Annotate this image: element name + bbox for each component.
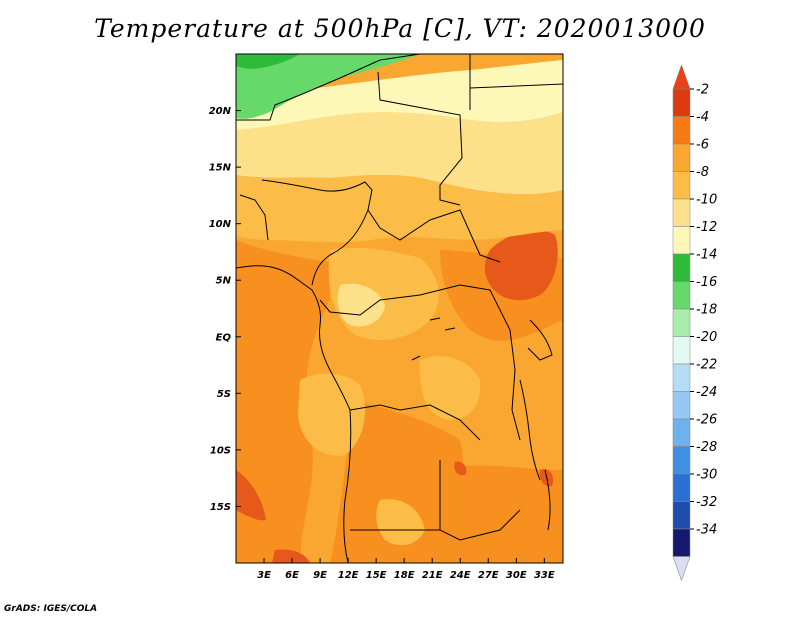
x-tick-label: 24E: [450, 570, 471, 581]
y-axis: 20N 15N 10N 5N EQ 5S 10S 15S: [209, 106, 241, 513]
colorbar-swatch: [672, 528, 691, 557]
field-hot-east: [484, 230, 558, 301]
colorbar-label: -14: [696, 248, 717, 263]
colorbar-label: -30: [696, 468, 717, 483]
colorbar-label: -26: [696, 413, 717, 428]
colorbar-label: -10: [696, 193, 717, 208]
x-tick-label: 33E: [534, 570, 555, 581]
temperature-field: [236, 54, 563, 563]
field-hot-small-1: [454, 461, 467, 476]
benin-togo-border: [239, 194, 269, 241]
x-tick-label: 27E: [478, 570, 499, 581]
colorbar-swatch: [672, 501, 691, 530]
y-tick-label: 10N: [209, 219, 232, 230]
colorbar-swatch: [672, 308, 691, 337]
west-coastline: [236, 265, 351, 411]
colorbar-swatch: [672, 198, 691, 227]
field-band-minus6: [236, 174, 563, 243]
congo-car-border: [319, 284, 491, 316]
colorbar-swatch: [672, 336, 691, 365]
y-tick-label: 20N: [209, 106, 232, 117]
colorbar-label: -2: [696, 83, 709, 98]
map-title: Temperature at 500hPa [C], VT: 202001300…: [94, 14, 706, 43]
colorbar-label: -20: [696, 330, 717, 345]
drc-east-border: [489, 289, 521, 441]
colorbar-swatch: [672, 473, 691, 502]
field-hot-southwest: [236, 470, 266, 521]
field-southeast-warm: [440, 465, 563, 563]
colorbar-swatch: [672, 446, 691, 475]
y-tick-label: EQ: [216, 332, 232, 343]
lake-tanganyika: [519, 379, 541, 481]
niger-nigeria-border: [261, 179, 373, 211]
x-tick-label: 15E: [366, 570, 387, 581]
x-tick-label: 6E: [285, 570, 299, 581]
field-minus14: [236, 54, 300, 69]
field-south-minus6: [376, 499, 425, 546]
field-center-minus8: [337, 283, 385, 327]
colorbar-swatch: [672, 226, 691, 255]
colorbar-swatch: [672, 253, 691, 282]
colorbar-label: -8: [696, 165, 709, 180]
map-frame: [235, 53, 564, 564]
y-tick-label: 5N: [216, 276, 232, 287]
colorbar-swatch: [672, 116, 691, 145]
field-southwest-minus6: [298, 373, 365, 456]
north-border-1: [236, 54, 421, 121]
colorbar-swatch: [672, 171, 691, 200]
y-tick-label: 5S: [217, 389, 231, 400]
lake-malawi: [544, 469, 551, 531]
drc-angola-border: [349, 404, 481, 441]
country-boundaries: [236, 54, 563, 563]
field-mid-minus6: [419, 356, 481, 420]
y-tick-label: 15S: [210, 502, 231, 513]
nigeria-cameroon-border: [311, 209, 369, 286]
river-marks: [411, 317, 456, 361]
colorbar-swatch: [672, 418, 691, 447]
colorbar-swatch: [672, 391, 691, 420]
colorbar-label: -18: [696, 303, 717, 318]
grads-credit: GrADS: IGES/COLA: [4, 604, 98, 614]
colorbar-label: -22: [696, 358, 717, 373]
x-tick-label: 12E: [338, 570, 359, 581]
colorbar-label: -4: [696, 110, 709, 125]
x-tick-label: 18E: [394, 570, 415, 581]
field-west-warm: [236, 240, 330, 563]
colorbar-top-arrow: [672, 64, 691, 90]
car-chad-border: [367, 209, 501, 263]
lake-victoria: [527, 319, 553, 361]
colorbar-swatch: [672, 88, 691, 117]
x-tick-label: 3E: [257, 570, 271, 581]
x-axis: 3E 6E 9E 12E 15E 18E 21E 24E 27E 30E 33E: [257, 558, 555, 581]
colorbar-label: -24: [696, 385, 717, 400]
colorbar-swatch: [672, 281, 691, 310]
field-band-minus10: [236, 60, 563, 130]
field-south-warm: [330, 400, 470, 563]
angola-coast: [343, 409, 352, 563]
colorbar-label: -16: [696, 275, 717, 290]
colorbar-swatch: [672, 363, 691, 392]
colorbar-label: -6: [696, 138, 709, 153]
y-tick-label: 10S: [210, 445, 231, 456]
field-band-minus8: [236, 112, 563, 195]
colorbar-label: -28: [696, 440, 717, 455]
colorbar-swatch: [672, 143, 691, 172]
x-tick-label: 21E: [422, 570, 443, 581]
angola-zambia-border: [439, 460, 521, 541]
colorbar-label: -12: [696, 220, 717, 235]
field-hot-south: [272, 549, 310, 563]
y-tick-label: 15N: [209, 163, 232, 174]
x-tick-label: 30E: [506, 570, 527, 581]
libya-egypt-border: [469, 83, 563, 89]
x-tick-label: 9E: [313, 570, 327, 581]
colorbar-bottom-arrow: [672, 556, 691, 582]
colorbar-label: -32: [696, 495, 717, 510]
chad-sudan-border: [377, 71, 463, 206]
colorbar: -2 -4 -6 -8 -10 -12 -14 -16 -18 -20 -22 -24 -26 -28 -3…: [672, 64, 717, 582]
colorbar-label: -34: [696, 523, 717, 538]
